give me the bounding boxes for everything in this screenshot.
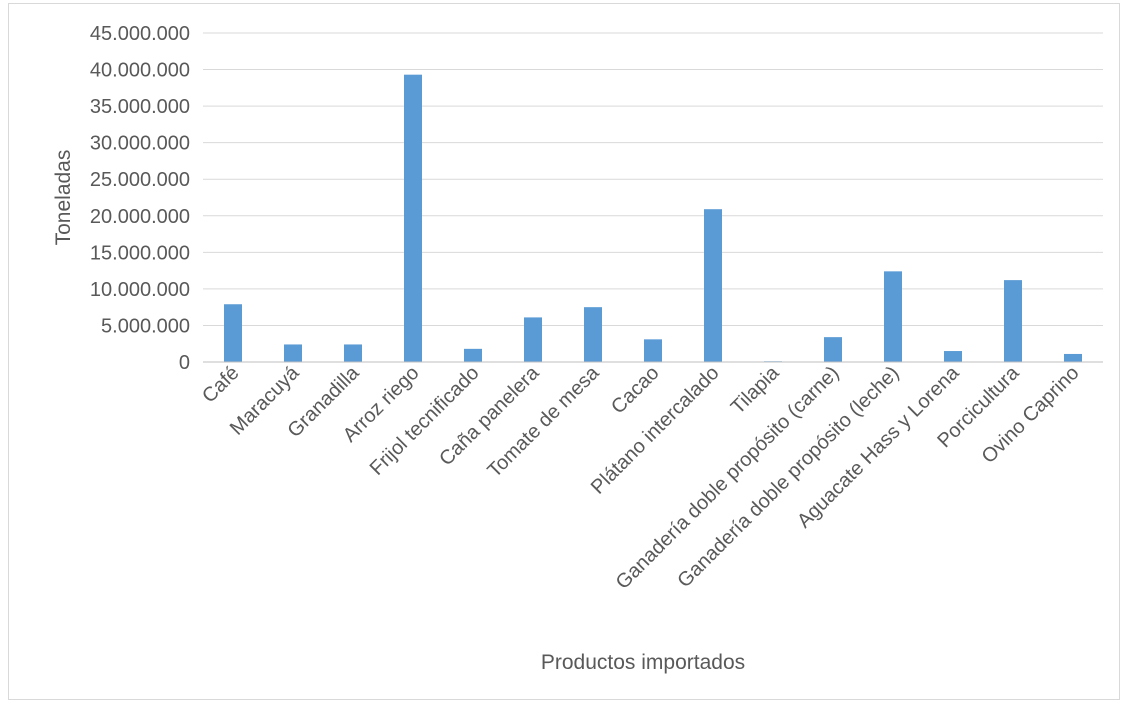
- x-tick-label: Ganadería doble propósito (carne): [612, 362, 844, 594]
- y-tick-label: 20.000.000: [90, 206, 190, 228]
- y-tick-label: 45.000.000: [90, 23, 190, 45]
- x-tick-label: Tomate de mesa: [483, 361, 604, 482]
- bar: [404, 74, 422, 362]
- bar: [644, 339, 662, 362]
- x-tick-label: Café: [198, 362, 243, 407]
- y-tick-label: 5.000.000: [101, 315, 190, 337]
- y-tick-label: 15.000.000: [90, 242, 190, 264]
- x-axis-title: Productos importados: [541, 651, 745, 674]
- bar: [1064, 353, 1082, 362]
- x-tick-label: Cacao: [607, 362, 663, 418]
- x-tick-label: Ganadería doble propósito (leche): [673, 362, 903, 592]
- y-tick-label: 35.000.000: [90, 96, 190, 118]
- bar: [884, 271, 902, 362]
- chart-frame: [8, 3, 1120, 700]
- y-tick-label: 10.000.000: [90, 279, 190, 301]
- y-axis-ticks: 0 5.000.000 10.000.000 15.000.000 20.000.000…: [90, 23, 190, 374]
- bar: [524, 317, 542, 362]
- bar: [464, 348, 482, 362]
- bar: [284, 344, 302, 362]
- bar: [704, 209, 722, 362]
- y-tick-label: 40.000.000: [90, 60, 190, 82]
- bar: [824, 337, 842, 362]
- x-tick-label: Frijol tecnificado: [366, 362, 484, 480]
- y-tick-label: 25.000.000: [90, 169, 190, 191]
- gridlines: [203, 32, 1103, 326]
- y-axis-title: Toneladas: [52, 150, 75, 246]
- y-tick-label: 30.000.000: [90, 133, 190, 155]
- y-tick-label: 0: [179, 352, 190, 374]
- bar: [584, 307, 602, 362]
- x-tick-label: Tilapia: [727, 361, 784, 418]
- bars: [224, 74, 1082, 362]
- bar: [344, 344, 362, 362]
- bar: [224, 304, 242, 362]
- bar: [944, 351, 962, 362]
- bar: [1004, 280, 1022, 362]
